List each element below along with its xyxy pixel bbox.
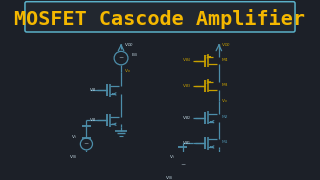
Text: V$_{SS}$: V$_{SS}$ <box>69 154 78 161</box>
Text: ~: ~ <box>84 141 89 147</box>
Text: ~: ~ <box>180 163 185 168</box>
Text: M2: M2 <box>221 115 228 119</box>
Text: V$_o$: V$_o$ <box>221 97 228 105</box>
Text: V$_{B4}$: V$_{B4}$ <box>182 57 191 64</box>
Text: V$_i$: V$_i$ <box>169 154 174 161</box>
Text: I$_{SS}$: I$_{SS}$ <box>132 52 139 59</box>
Text: V$_B$: V$_B$ <box>89 117 96 124</box>
Text: V$_{DD}$: V$_{DD}$ <box>221 42 231 49</box>
FancyBboxPatch shape <box>25 2 295 32</box>
Text: MOSFET Cascode Amplifier: MOSFET Cascode Amplifier <box>14 8 306 28</box>
Text: V$_{B1}$: V$_{B1}$ <box>182 139 191 147</box>
Text: M3: M3 <box>221 83 228 87</box>
Text: V$_{B2}$: V$_{B2}$ <box>182 114 191 122</box>
Text: M4: M4 <box>221 58 228 62</box>
Text: M1: M1 <box>221 140 228 144</box>
Text: V$_{SS}$: V$_{SS}$ <box>165 175 174 180</box>
Text: ~: ~ <box>118 56 124 61</box>
Text: V$_i$: V$_i$ <box>71 133 77 141</box>
Text: V$_{DD}$: V$_{DD}$ <box>124 42 133 49</box>
Text: V$_o$: V$_o$ <box>124 68 131 75</box>
Text: V$_{B3}$: V$_{B3}$ <box>182 82 191 90</box>
Text: V$_B$: V$_B$ <box>89 86 96 94</box>
